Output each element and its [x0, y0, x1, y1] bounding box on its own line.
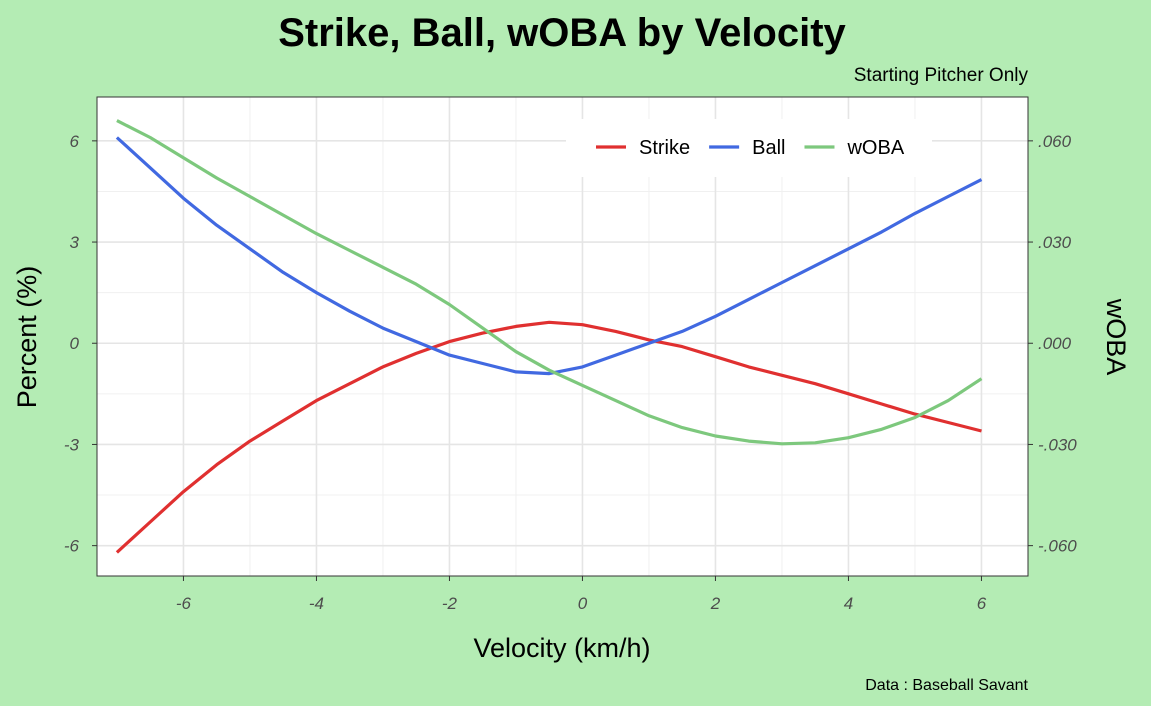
x-tick-label: -2 [442, 594, 458, 613]
y2-tick-label: .000 [1038, 334, 1072, 353]
legend-label-woba: wOBA [846, 137, 904, 159]
axis-ticks: -6 -4 -2 0 2 4 6 -6 -3 0 3 6 -.060 -.030 .000 .030 .060 [64, 132, 1077, 613]
plot-border [96, 96, 1029, 577]
y-tick-label: -3 [64, 435, 80, 454]
x-tick-label: 2 [710, 594, 721, 613]
x-axis-title: Velocity (km/h) [473, 633, 650, 663]
y-tick-label: -6 [64, 537, 80, 556]
y2-tick-label: -.060 [1038, 537, 1077, 556]
x-tick-label: -4 [309, 594, 324, 613]
y-tick-label: 0 [70, 334, 80, 353]
x-tick-label: 4 [844, 594, 853, 613]
legend-label-ball: Ball [752, 137, 785, 159]
chart-caption: Data : Baseball Savant [865, 677, 1028, 694]
y-axis-title: Percent (%) [12, 266, 42, 409]
y-tick-label: 3 [70, 233, 80, 252]
series-line-ball [115, 136, 983, 376]
y2-axis-title: wOBA [1101, 298, 1131, 376]
series-line-woba [116, 119, 983, 446]
series-lines [115, 119, 983, 554]
series-line-strike [115, 320, 982, 554]
x-tick-label: 6 [977, 594, 987, 613]
y2-tick-label: .060 [1038, 132, 1072, 151]
chart-subtitle: Starting Pitcher Only [854, 65, 1029, 86]
x-tick-label: 0 [578, 594, 588, 613]
chart-title: Strike, Ball, wOBA by Velocity [278, 11, 846, 55]
x-tick-label: -6 [176, 594, 192, 613]
legend-label-strike: Strike [639, 137, 690, 159]
legend: Strike Ball wOBA [566, 119, 932, 177]
y2-tick-label: .030 [1038, 233, 1072, 252]
y2-tick-label: -.030 [1038, 435, 1077, 454]
y-tick-label: 6 [70, 132, 80, 151]
legend-box [566, 119, 932, 177]
